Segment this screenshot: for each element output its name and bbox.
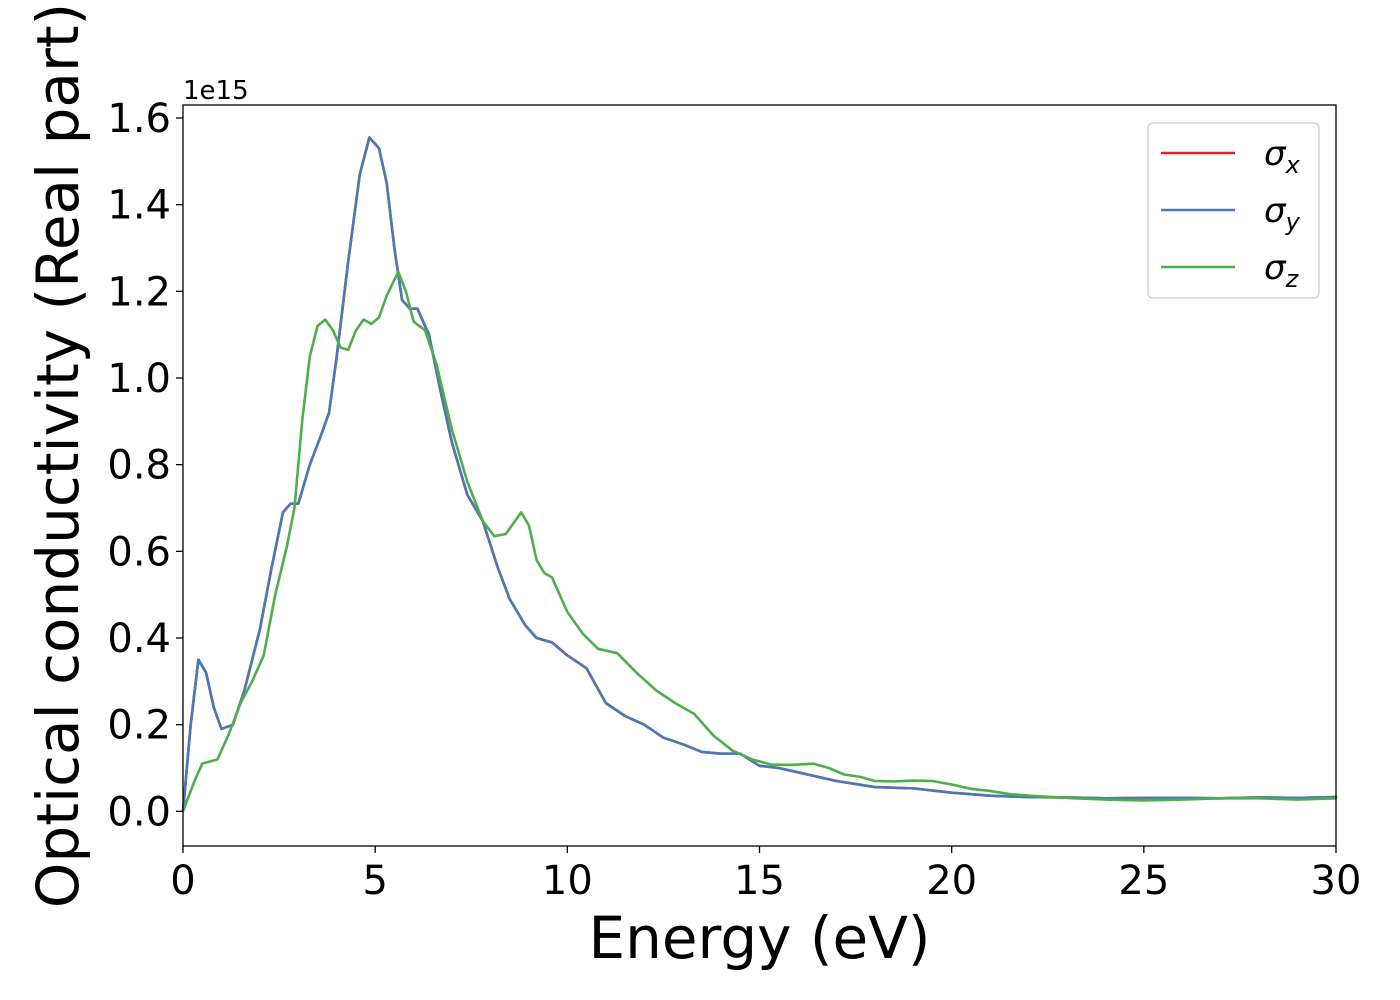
y-tick-label: 0.4 xyxy=(107,616,171,662)
legend-subscript: y xyxy=(1285,208,1301,236)
y-tick-label: 0.8 xyxy=(107,443,171,489)
x-tick-label: 10 xyxy=(542,858,593,904)
y-axis-title: Optical conductivity (Real part) xyxy=(24,3,92,908)
x-tick-label: 0 xyxy=(170,858,195,904)
legend-symbol: σ xyxy=(1264,248,1287,288)
x-tick-label: 15 xyxy=(734,858,785,904)
legend-subscript: x xyxy=(1285,151,1301,179)
y-tick-label: 0.0 xyxy=(107,789,171,835)
y-tick-label: 1.6 xyxy=(107,96,171,142)
x-tick-label: 25 xyxy=(1118,858,1169,904)
x-axis-ticks: 0 5 10 15 20 25 30 xyxy=(170,846,1361,904)
y-axis-ticks: 0.0 0.2 0.4 0.6 0.8 1.0 1.2 1.4 1.6 xyxy=(107,96,183,835)
legend-entry-x: σx xyxy=(1264,134,1301,179)
y-tick-label: 1.0 xyxy=(107,356,171,402)
legend-symbol: σ xyxy=(1264,191,1287,231)
y-tick-label: 0.2 xyxy=(107,703,171,749)
legend-symbol: σ xyxy=(1264,134,1287,174)
legend-entry-z: σz xyxy=(1264,248,1300,293)
y-tick-label: 1.4 xyxy=(107,183,171,229)
series-line-y xyxy=(181,136,1338,813)
x-axis-title: Energy (eV) xyxy=(588,904,930,972)
y-tick-label: 1.2 xyxy=(107,269,171,315)
y-axis-offset-label: 1e15 xyxy=(183,76,249,106)
x-tick-label: 20 xyxy=(926,858,977,904)
x-tick-label: 30 xyxy=(1311,858,1362,904)
series-layer xyxy=(181,136,1338,813)
legend-subscript: z xyxy=(1285,265,1300,293)
series-line-z xyxy=(181,270,1338,813)
legend-entry-y: σy xyxy=(1264,191,1301,236)
y-tick-label: 0.6 xyxy=(107,529,171,575)
x-tick-label: 5 xyxy=(362,858,387,904)
